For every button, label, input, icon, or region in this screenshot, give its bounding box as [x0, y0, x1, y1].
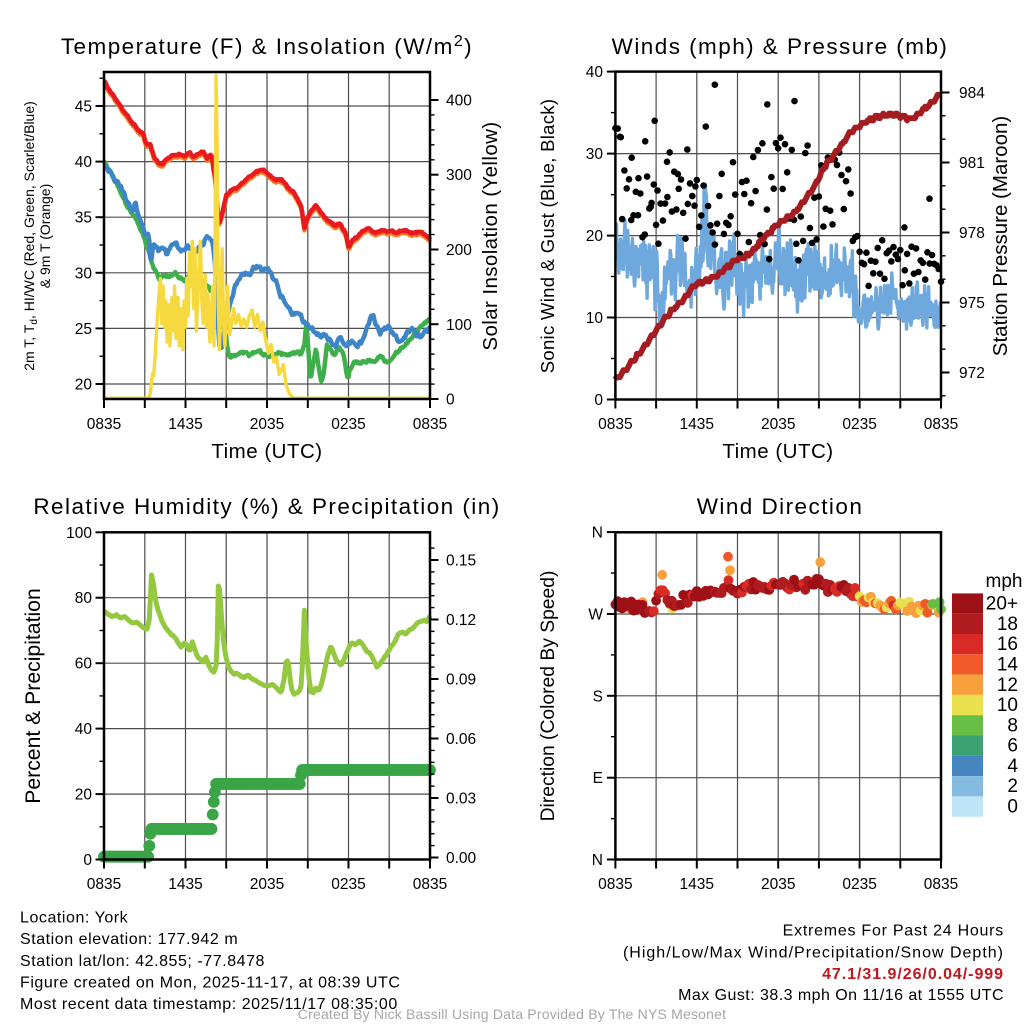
svg-text:0235: 0235	[842, 416, 876, 433]
svg-text:80: 80	[75, 590, 93, 607]
svg-text:0: 0	[446, 392, 455, 409]
svg-text:(High/Low/Max Wind/Precipitati: (High/Low/Max Wind/Precipitation/Snow De…	[623, 944, 1004, 961]
svg-text:40: 40	[586, 64, 604, 81]
svg-text:Station elevation: 177.942 m: Station elevation: 177.942 m	[20, 931, 238, 948]
svg-text:E: E	[593, 770, 603, 787]
svg-text:Location: York: Location: York	[20, 910, 129, 927]
svg-text:Most recent data timestamp: 20: Most recent data timestamp: 2025/11/17 0…	[20, 996, 398, 1013]
svg-text:Wind Direction: Wind Direction	[697, 494, 864, 519]
svg-text:8: 8	[1007, 715, 1018, 736]
svg-text:972: 972	[959, 365, 985, 382]
svg-text:N: N	[592, 852, 603, 869]
svg-text:975: 975	[959, 295, 985, 312]
svg-text:Max Gust: 38.3 mph On 11/16 at: Max Gust: 38.3 mph On 11/16 at 1555 UTC	[678, 987, 1004, 1004]
svg-text:S: S	[593, 688, 603, 705]
svg-text:1435: 1435	[168, 416, 202, 433]
svg-text:0.15: 0.15	[446, 553, 476, 570]
svg-text:0.09: 0.09	[446, 672, 476, 689]
svg-text:0835: 0835	[924, 876, 958, 893]
svg-text:Sonic Wind & Gust (Blue, Black: Sonic Wind & Gust (Blue, Black)	[537, 99, 558, 374]
svg-text:978: 978	[959, 225, 985, 242]
svg-text:0.03: 0.03	[446, 791, 476, 808]
svg-text:2035: 2035	[250, 416, 284, 433]
svg-text:35: 35	[75, 210, 92, 227]
svg-text:2035: 2035	[761, 416, 795, 433]
svg-text:200: 200	[446, 242, 472, 259]
svg-text:Percent & Precipitation: Percent & Precipitation	[22, 588, 45, 804]
svg-text:100: 100	[66, 525, 92, 542]
svg-text:0235: 0235	[331, 416, 365, 433]
svg-text:0.00: 0.00	[446, 850, 477, 867]
svg-text:10: 10	[997, 695, 1018, 716]
svg-text:0835: 0835	[87, 876, 121, 893]
svg-text:20: 20	[75, 377, 93, 394]
svg-text:45: 45	[75, 99, 92, 116]
svg-text:14: 14	[997, 654, 1019, 675]
svg-text:18: 18	[997, 614, 1018, 635]
svg-text:Station Pressure (Maroon): Station Pressure (Maroon)	[989, 116, 1012, 356]
svg-text:16: 16	[997, 634, 1018, 655]
svg-text:1435: 1435	[680, 416, 714, 433]
svg-text:25: 25	[75, 321, 92, 338]
svg-text:1435: 1435	[168, 876, 202, 893]
svg-text:300: 300	[446, 167, 472, 184]
svg-text:0: 0	[83, 852, 92, 869]
svg-text:0: 0	[1007, 797, 1018, 818]
svg-text:20: 20	[586, 228, 604, 245]
svg-text:30: 30	[586, 146, 604, 163]
svg-text:0835: 0835	[924, 416, 958, 433]
svg-text:Created By Nick Bassill Using: Created By Nick Bassill Using Data Provi…	[298, 1006, 726, 1022]
svg-text:0835: 0835	[598, 876, 632, 893]
svg-text:400: 400	[446, 93, 472, 110]
svg-text:20: 20	[75, 787, 93, 804]
svg-text:20+: 20+	[986, 594, 1018, 615]
svg-text:2035: 2035	[761, 876, 795, 893]
svg-text:981: 981	[959, 155, 985, 172]
svg-text:60: 60	[75, 656, 93, 673]
svg-text:0.06: 0.06	[446, 731, 476, 748]
svg-text:40: 40	[75, 721, 93, 738]
svg-text:10: 10	[586, 310, 604, 327]
svg-text:100: 100	[446, 317, 472, 334]
svg-text:0835: 0835	[598, 416, 632, 433]
svg-text:2: 2	[1007, 776, 1018, 797]
svg-text:Station lat/lon: 42.855; -77.8: Station lat/lon: 42.855; -77.8478	[20, 953, 265, 970]
svg-text:Extremes For Past 24 Hours: Extremes For Past 24 Hours	[783, 923, 1004, 940]
svg-text:Winds (mph) & Pressure (mb): Winds (mph) & Pressure (mb)	[612, 34, 949, 59]
svg-text:N: N	[592, 525, 603, 542]
svg-text:mph: mph	[986, 571, 1023, 592]
svg-text:Figure created on Mon, 2025-11: Figure created on Mon, 2025-11-17, at 08…	[20, 974, 400, 991]
svg-text:40: 40	[75, 154, 93, 171]
svg-text:Time (UTC): Time (UTC)	[211, 440, 322, 463]
svg-text:12: 12	[997, 675, 1018, 696]
svg-text:1435: 1435	[680, 876, 714, 893]
svg-text:30: 30	[75, 265, 93, 282]
svg-text:47.1/31.9/26/0.04/-999: 47.1/31.9/26/0.04/-999	[822, 966, 1004, 983]
svg-text:Direction (Colored By Speed): Direction (Colored By Speed)	[538, 571, 559, 822]
svg-text:0835: 0835	[413, 876, 447, 893]
svg-text:0235: 0235	[331, 876, 365, 893]
svg-text:Relative Humidity (%) & Precip: Relative Humidity (%) & Precipitation (i…	[33, 494, 500, 519]
svg-text:0835: 0835	[413, 416, 447, 433]
svg-text:0.12: 0.12	[446, 612, 476, 629]
svg-text:0835: 0835	[87, 416, 121, 433]
svg-text:2035: 2035	[250, 876, 284, 893]
svg-text:0235: 0235	[842, 876, 876, 893]
svg-text:4: 4	[1007, 756, 1018, 777]
svg-text:2m T, Td, HI/WC (Red, Green, S: 2m T, Td, HI/WC (Red, Green, Scarlet/Blu…	[21, 101, 40, 371]
svg-text:984: 984	[959, 85, 985, 102]
svg-text:Time (UTC): Time (UTC)	[722, 440, 833, 463]
svg-text:W: W	[588, 607, 603, 624]
svg-text:0: 0	[594, 392, 603, 409]
svg-text:& 9m T (Orange): & 9m T (Orange)	[37, 184, 53, 289]
svg-text:6: 6	[1007, 736, 1018, 757]
svg-text:Solar Insolation (Yellow): Solar Insolation (Yellow)	[479, 121, 502, 350]
svg-text:Temperature (F) & Insolation (: Temperature (F) & Insolation (W/m2)	[61, 33, 473, 59]
